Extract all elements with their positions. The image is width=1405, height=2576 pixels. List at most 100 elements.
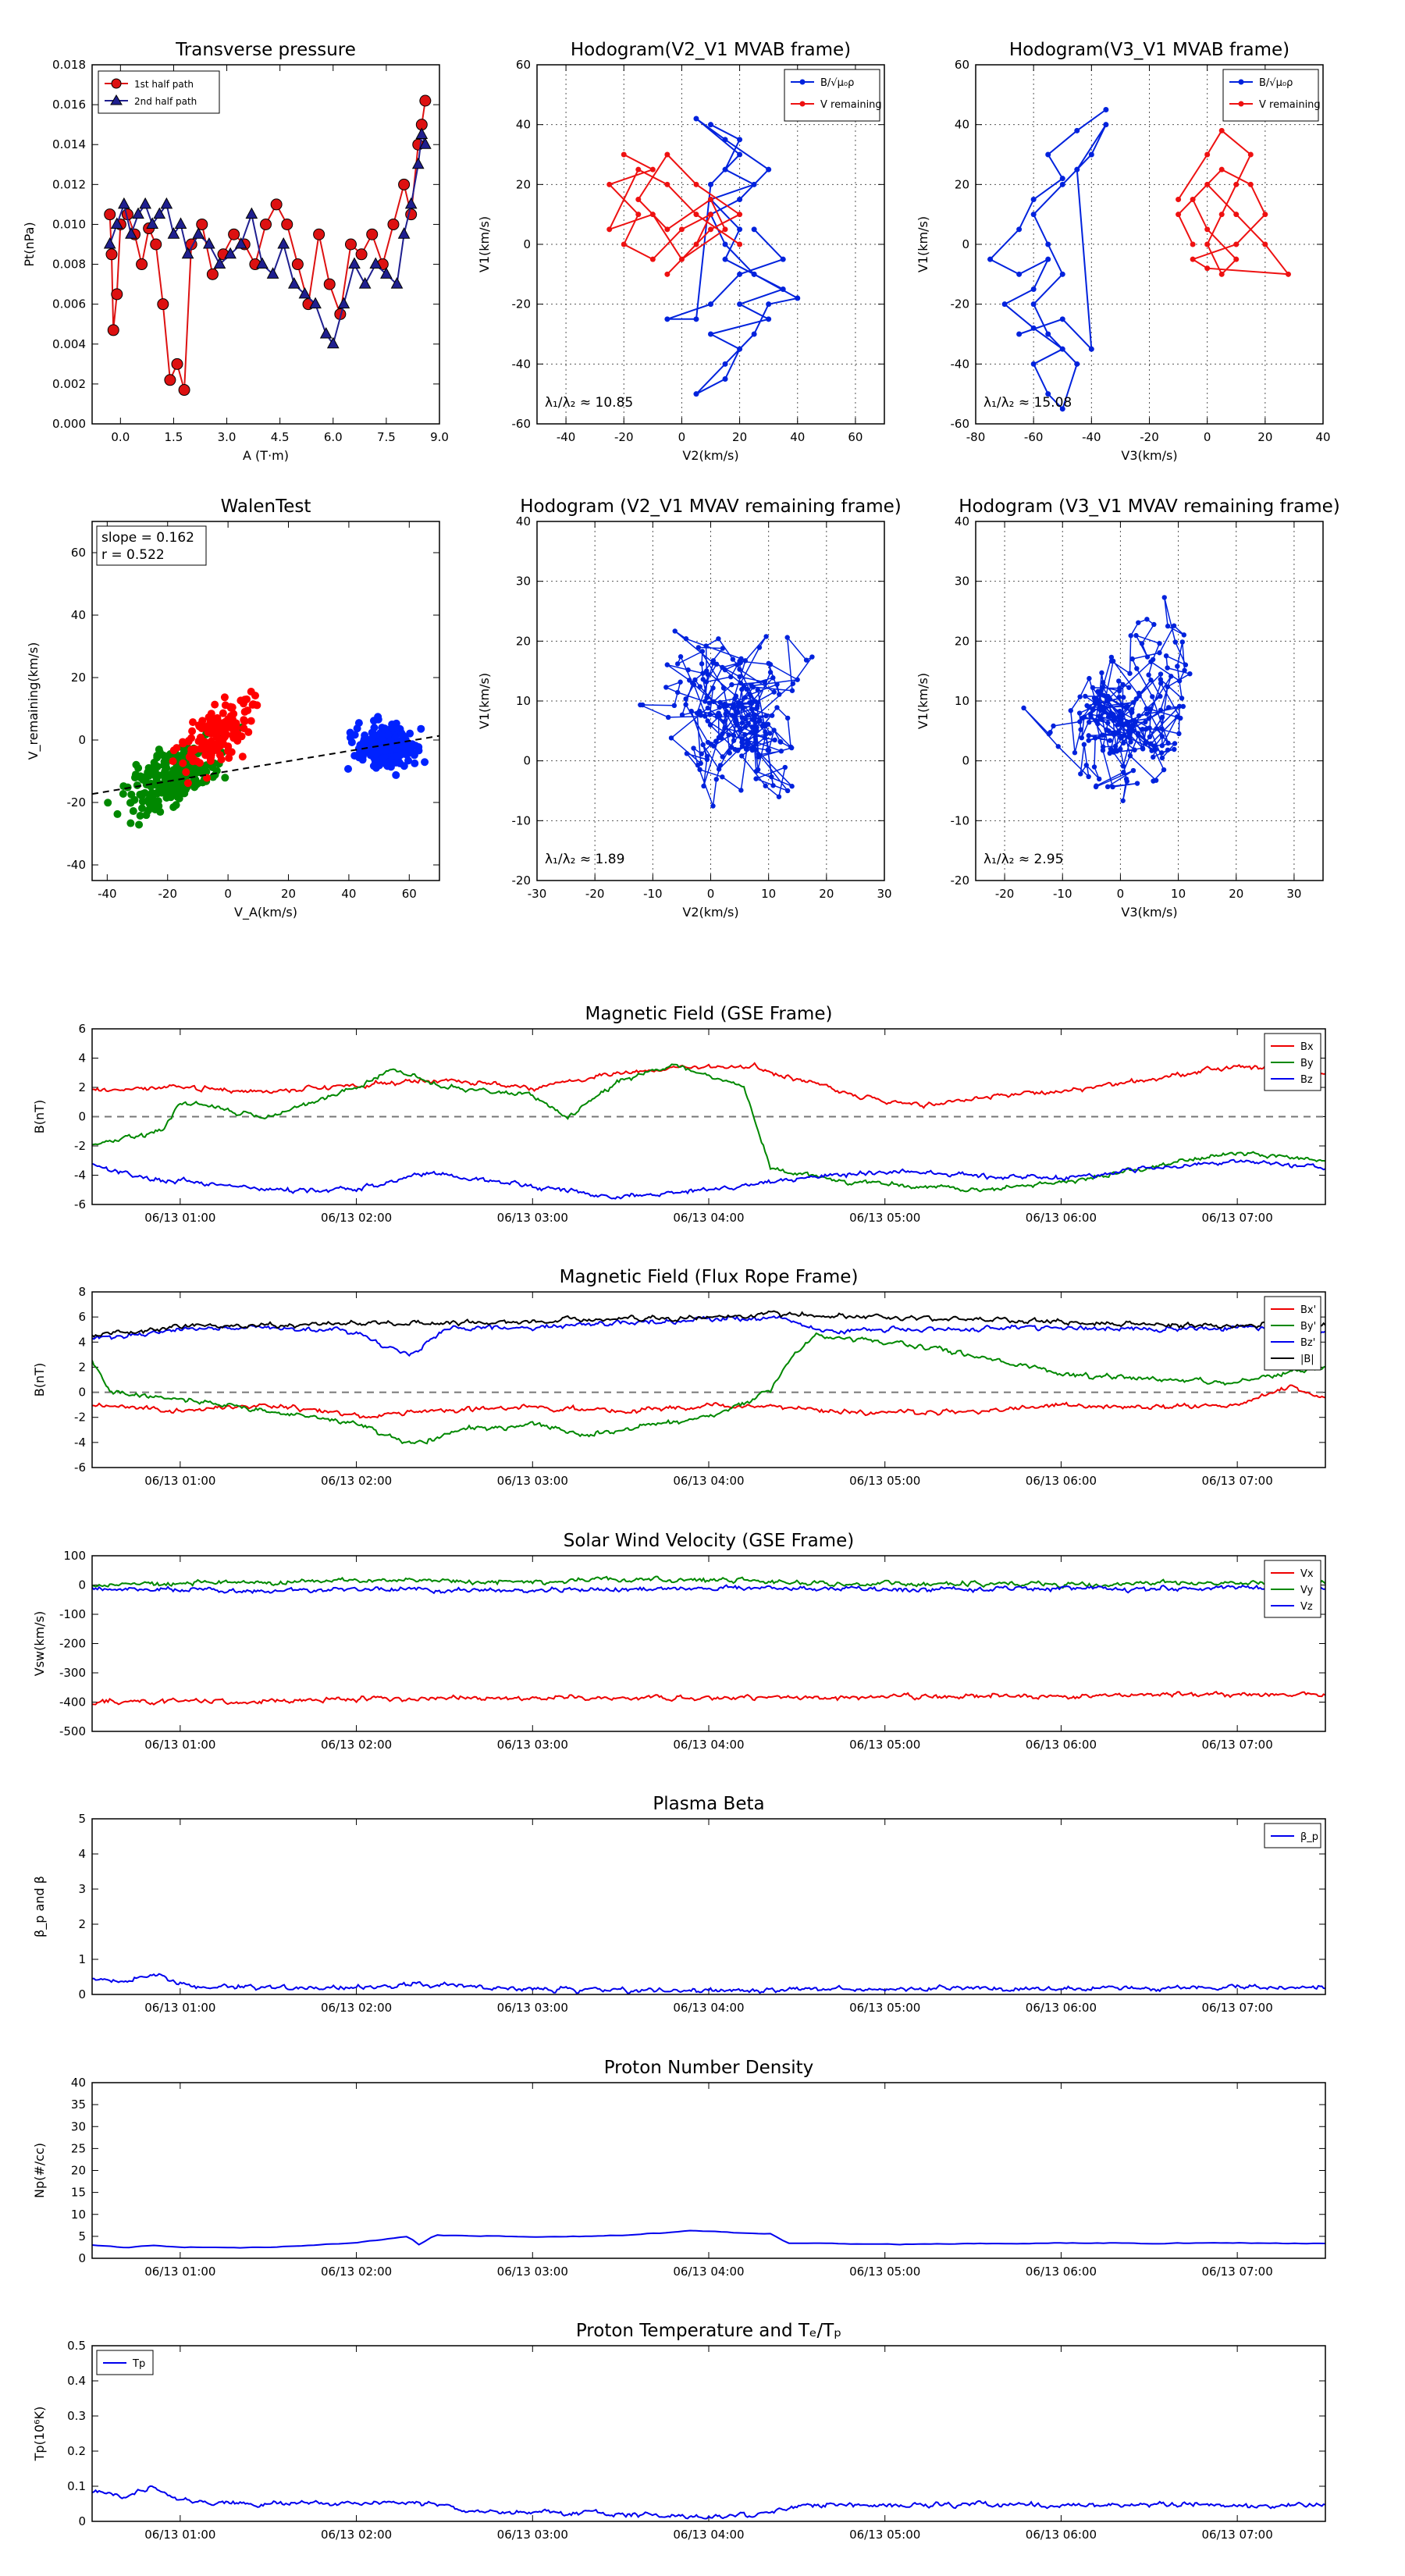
data-point: [708, 331, 713, 337]
data-point: [169, 757, 177, 766]
data-point: [374, 715, 382, 724]
data-point: [678, 679, 683, 685]
data-point: [1103, 107, 1109, 112]
data-point: [135, 820, 144, 829]
data-point: [160, 197, 173, 209]
x-tick-label: 06/13 02:00: [321, 2528, 392, 2542]
legend-marker: [799, 79, 806, 85]
data-point: [390, 724, 399, 732]
data-point: [721, 719, 727, 724]
data-point: [737, 667, 742, 672]
data-point: [1045, 241, 1051, 247]
x-axis-label: V3(km/s): [1121, 448, 1177, 463]
y-axis-label: V1(km/s): [916, 673, 930, 729]
data-point: [1123, 776, 1129, 782]
data-point: [1107, 750, 1112, 756]
data-point: [136, 772, 144, 781]
y-tick-label: 60: [71, 546, 86, 560]
plot-content: [638, 628, 815, 809]
data-point: [1165, 747, 1171, 753]
y-tick-label: 30: [955, 575, 969, 589]
series-line-By': [92, 1332, 1325, 1445]
data-point: [190, 746, 198, 755]
data-point: [1097, 776, 1102, 782]
chart-bgse: Magnetic Field (GSE Frame) 06/13 01:00 06/…: [32, 1004, 1326, 1225]
data-point: [1159, 742, 1165, 749]
data-point: [738, 702, 744, 707]
chart-hodo4: Hodogram (V3_V1 MVAV remaining frame) -20…: [916, 496, 1340, 920]
x-tick-label: 40: [1315, 430, 1330, 444]
data-point: [722, 361, 728, 367]
data-point: [1100, 684, 1106, 690]
data-point: [687, 678, 692, 683]
data-point: [606, 226, 613, 233]
chart-tp: Transverse pressure 0.0 1.5 3.0 4.5 6.0 7.5 9.0…: [22, 40, 449, 463]
data-point: [1111, 717, 1116, 724]
data-point: [1218, 212, 1225, 218]
x-tick-label: 10: [761, 887, 776, 901]
data-point: [380, 267, 393, 279]
data-point: [770, 783, 776, 788]
data-point: [1001, 301, 1008, 308]
data-point: [319, 326, 333, 339]
y-tick-label: 0: [78, 1578, 86, 1592]
x-axis-label: V3(km/s): [1121, 905, 1177, 920]
y-tick-label: 40: [955, 118, 969, 132]
x-tick-label: 06/13 06:00: [1026, 1738, 1097, 1752]
data-point: [1132, 747, 1137, 753]
data-point: [228, 228, 240, 240]
data-point: [251, 692, 259, 700]
data-point: [717, 704, 722, 710]
series-line-Vx: [92, 1691, 1325, 1706]
x-tick-label: 06/13 06:00: [1026, 2528, 1097, 2542]
data-point: [201, 751, 210, 760]
data-point: [1078, 727, 1083, 732]
y-tick-label: 0.1: [67, 2479, 86, 2493]
x-tick-label: 20: [1229, 887, 1243, 901]
data-point: [688, 708, 694, 714]
data-point: [722, 703, 728, 710]
y-tick-label: 20: [955, 634, 969, 648]
data-point: [707, 722, 713, 728]
data-point: [1120, 681, 1126, 688]
x-tick-label: 0.0: [111, 430, 130, 444]
x-tick-label: 4.5: [271, 430, 290, 444]
data-point: [717, 699, 723, 706]
data-point: [708, 122, 713, 128]
data-point: [1146, 672, 1151, 678]
data-point: [387, 218, 400, 230]
data-point: [1107, 738, 1113, 743]
data-point: [708, 226, 713, 233]
data-point: [702, 713, 708, 719]
data-point: [1078, 771, 1083, 777]
data-point: [1171, 623, 1177, 628]
data-point: [1176, 197, 1182, 202]
data-point: [755, 687, 760, 692]
x-tick-label: 06/13 07:00: [1202, 2265, 1273, 2279]
data-point: [1151, 621, 1157, 628]
data-point: [166, 793, 175, 802]
data-point: [770, 675, 776, 681]
data-point: [291, 258, 304, 271]
x-tick-label: 06/13 05:00: [849, 2528, 920, 2542]
data-point: [256, 257, 269, 269]
data-point: [1093, 717, 1099, 724]
data-point: [678, 654, 684, 660]
data-point: [1116, 688, 1122, 694]
data-point: [1176, 212, 1182, 218]
data-point: [1148, 677, 1154, 683]
x-tick-label: 06/13 03:00: [497, 2528, 568, 2542]
data-point: [728, 674, 734, 680]
data-point: [228, 717, 237, 725]
data-point: [731, 738, 737, 743]
data-point: [1159, 726, 1165, 731]
annotation-box: [96, 525, 207, 566]
data-point: [202, 767, 211, 776]
x-tick-label: -20: [158, 887, 177, 901]
plot-frame: [536, 521, 885, 881]
data-point: [789, 784, 795, 789]
data-point: [144, 795, 153, 804]
data-point: [711, 699, 717, 705]
y-axis-label: V1(km/s): [916, 216, 930, 272]
data-point: [398, 178, 411, 190]
